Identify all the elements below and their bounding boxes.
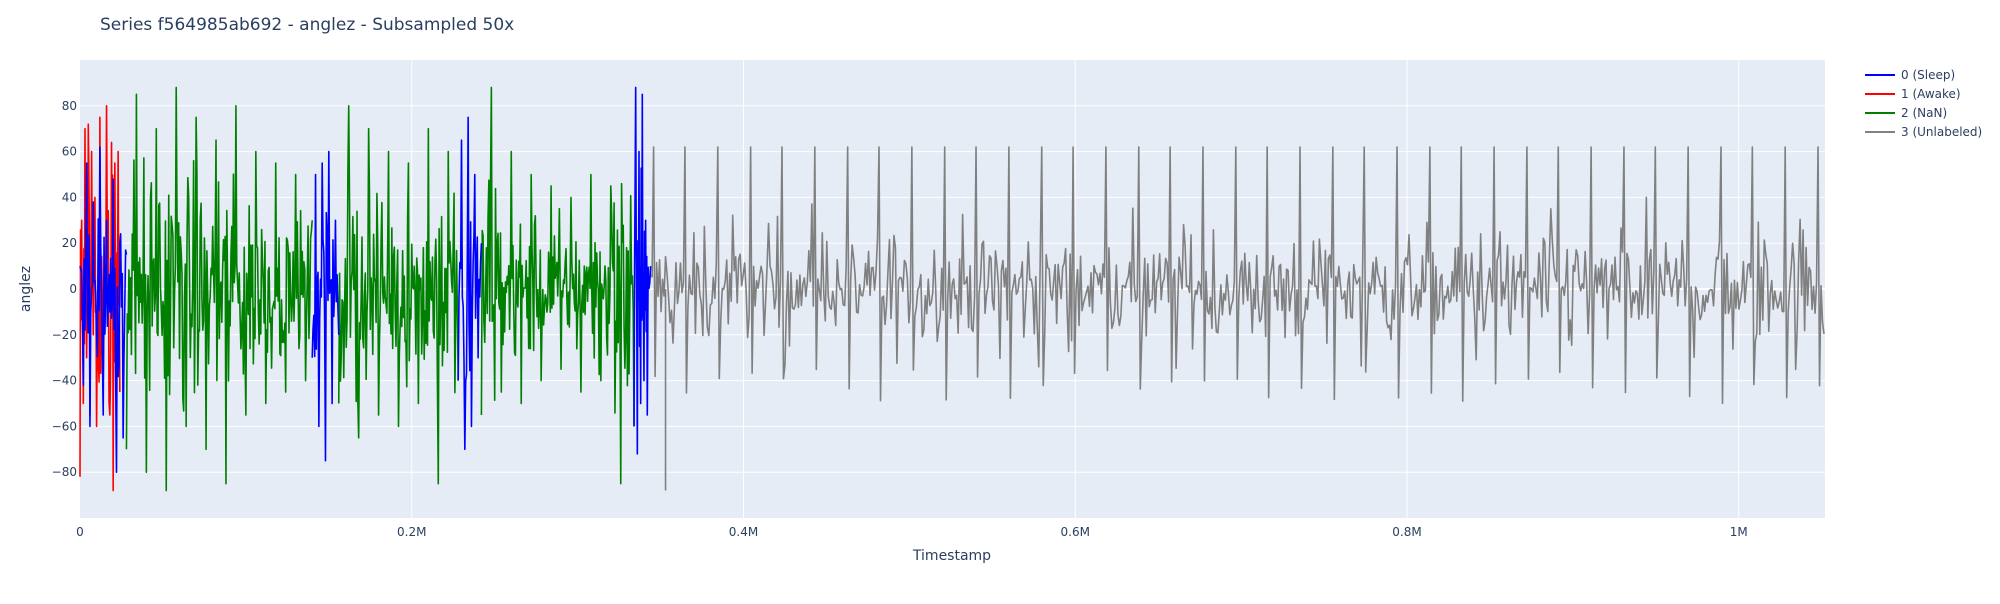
x-tick-label: 0.2M [397,525,426,539]
series-line [480,86,635,485]
legend: 0 (Sleep) 1 (Awake) 2 (NaN) 3 (Unlabeled) [1865,68,1982,139]
series-line [79,146,128,473]
y-axis-label: anglez [18,266,34,312]
x-tick-labels: 0 0.2M 0.4M 0.6M 0.8M 1M [76,525,1748,539]
series-line [125,86,314,492]
series-line [337,105,459,485]
y-tick-label: 40 [62,190,77,204]
x-tick-label: 0.8M [1392,525,1421,539]
chart-title: Series f564985ab692 - anglez - Subsample… [100,15,514,35]
series-line [633,86,652,455]
y-tick-label: −20 [52,328,77,342]
series-line [649,146,1825,491]
y-tick-label: 80 [62,99,77,113]
y-tick-label: −60 [52,419,77,433]
x-tick-label: 0 [76,525,84,539]
legend-label: 3 (Unlabeled) [1901,125,1982,139]
y-tick-labels: 80 60 40 20 0 −20 −40 −60 −80 [52,99,77,479]
x-tick-label: 0.6M [1061,525,1090,539]
series-3-unlabeled [649,146,1825,491]
x-axis-label: Timestamp [912,548,991,564]
x-tick-label: 0.4M [729,525,758,539]
y-tick-label: −40 [52,374,77,388]
series-line [457,116,483,451]
y-tick-label: −80 [52,465,77,479]
series-0-sleep [79,86,652,473]
x-tick-label: 1M [1730,525,1748,539]
legend-label: 1 (Awake) [1901,87,1961,101]
legend-label: 0 (Sleep) [1901,68,1955,82]
series-layer [79,86,1825,492]
y-tick-label: 60 [62,145,77,159]
series-2-nan [125,86,635,492]
series-line [311,150,340,462]
y-tick-label: 0 [69,282,77,296]
legend-label: 2 (NaN) [1901,106,1947,120]
y-tick-label: 20 [62,236,77,250]
